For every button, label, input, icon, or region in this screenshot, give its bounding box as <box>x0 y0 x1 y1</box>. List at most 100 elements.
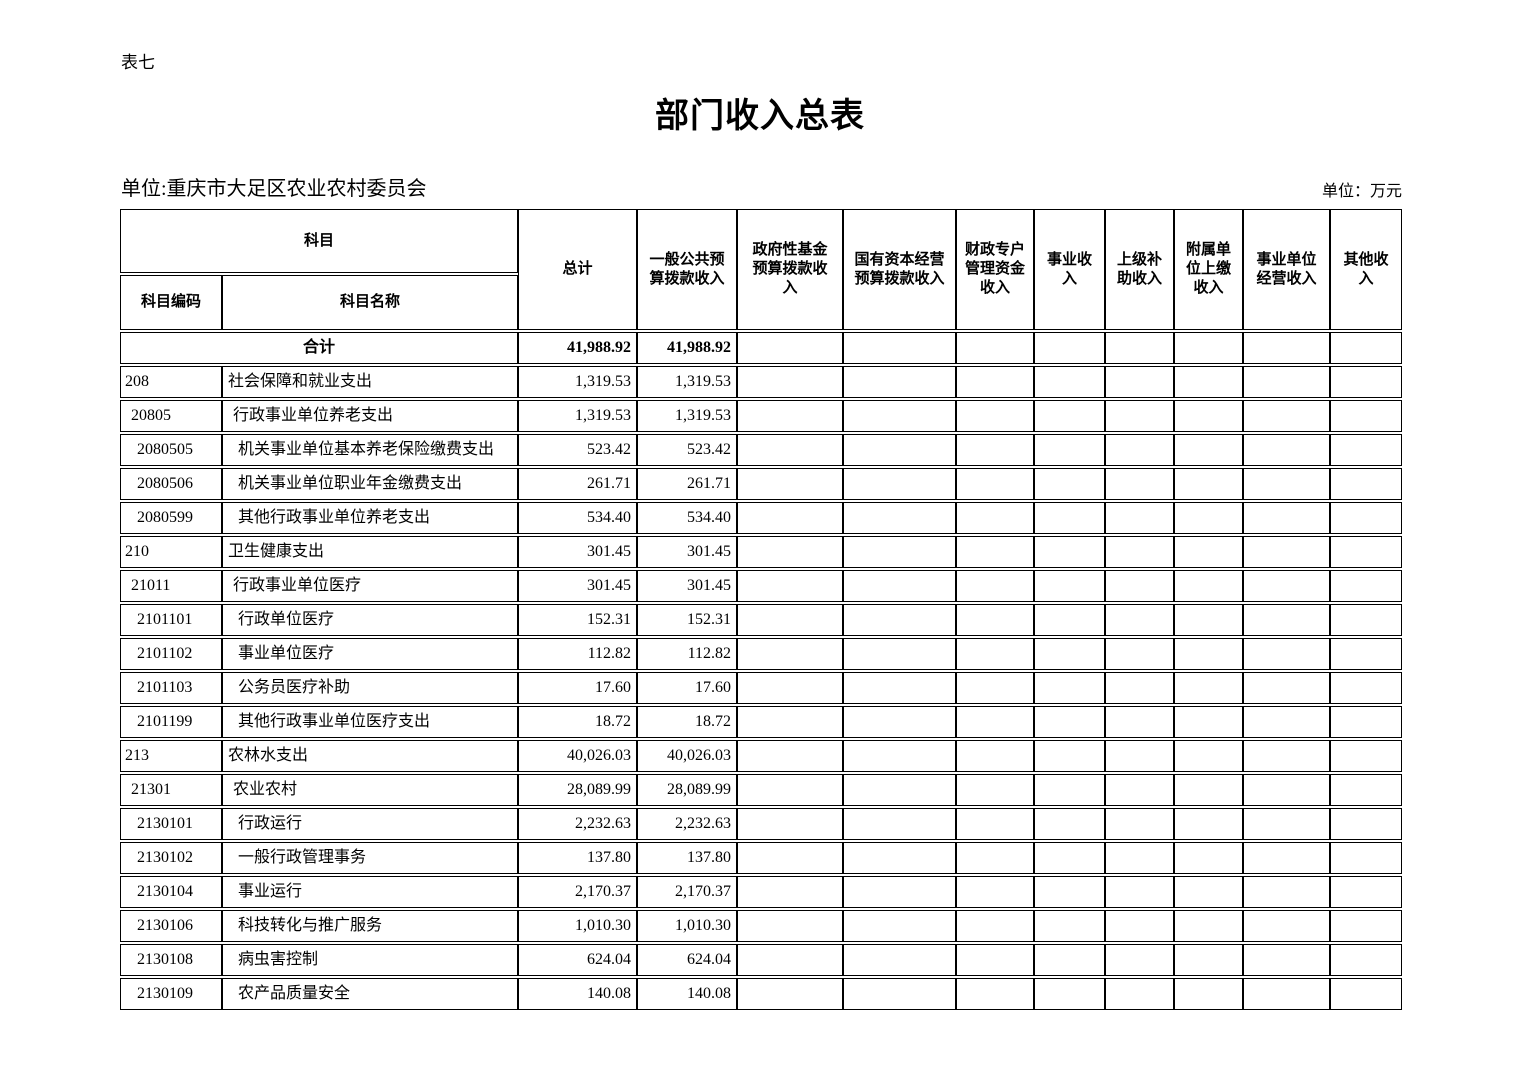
cell-empty <box>843 910 957 942</box>
cell-subject-name: 事业单位医疗 <box>222 638 519 670</box>
cell-empty <box>1330 332 1403 364</box>
cell-empty <box>1174 434 1244 466</box>
cell-empty <box>1174 842 1244 874</box>
cell-empty <box>843 570 957 602</box>
cell-empty <box>956 366 1035 398</box>
cell-empty <box>1034 570 1106 602</box>
cell-empty <box>1174 876 1244 908</box>
cell-subject-name: 其他行政事业单位医疗支出 <box>222 706 519 738</box>
cell-empty <box>843 944 957 976</box>
cell-general-budget-value: 112.82 <box>637 638 738 670</box>
cell-empty <box>1034 808 1106 840</box>
cell-total-value: 40,026.03 <box>518 740 638 772</box>
cell-empty <box>737 876 844 908</box>
cell-subject-name: 行政运行 <box>222 808 519 840</box>
page-title: 部门收入总表 <box>655 98 865 135</box>
cell-empty <box>843 638 957 670</box>
cell-empty <box>1174 468 1244 500</box>
cell-subject-name: 农业农村 <box>222 774 519 806</box>
cell-subject-code: 2130104 <box>120 876 222 908</box>
cell-total-value: 523.42 <box>518 434 638 466</box>
cell-empty <box>737 808 844 840</box>
cell-empty <box>843 400 957 432</box>
cell-empty <box>1243 536 1331 568</box>
cell-empty <box>737 332 844 364</box>
cell-empty <box>1105 604 1175 636</box>
cell-empty <box>1034 740 1106 772</box>
cell-empty <box>1330 944 1403 976</box>
table-row: 2101103 公务员医疗补助 17.60 17.60 <box>120 672 1403 704</box>
cell-subject-name: 病虫害控制 <box>222 944 519 976</box>
cell-total-value: 1,319.53 <box>518 366 638 398</box>
cell-empty <box>1330 638 1403 670</box>
cell-empty <box>1105 740 1175 772</box>
cell-empty <box>1330 774 1403 806</box>
cell-empty <box>737 536 844 568</box>
table-row: 210 卫生健康支出 301.45 301.45 <box>120 536 1403 568</box>
cell-empty <box>956 638 1035 670</box>
cell-subject-name: 行政单位医疗 <box>222 604 519 636</box>
table-row: 2130106 科技转化与推广服务 1,010.30 1,010.30 <box>120 910 1403 942</box>
cell-empty <box>1174 604 1244 636</box>
cell-empty <box>737 706 844 738</box>
cell-empty <box>1105 468 1175 500</box>
cell-empty <box>1105 808 1175 840</box>
cell-empty <box>1174 570 1244 602</box>
table-row: 208 社会保障和就业支出 1,319.53 1,319.53 <box>120 366 1403 398</box>
cell-subject-name: 农产品质量安全 <box>222 978 519 1010</box>
cell-total-value: 140.08 <box>518 978 638 1010</box>
cell-total-value: 2,170.37 <box>518 876 638 908</box>
cell-empty <box>1034 842 1106 874</box>
cell-subject-name: 机关事业单位基本养老保险缴费支出 <box>222 434 519 466</box>
header-subject-code: 科目编码 <box>120 275 222 330</box>
cell-empty <box>1330 400 1403 432</box>
cell-empty <box>1105 366 1175 398</box>
cell-empty <box>843 876 957 908</box>
cell-subject-code: 20805 <box>120 400 222 432</box>
cell-empty <box>1105 570 1175 602</box>
cell-total-value: 17.60 <box>518 672 638 704</box>
cell-empty <box>1105 536 1175 568</box>
cell-empty <box>1243 706 1331 738</box>
cell-empty <box>956 434 1035 466</box>
cell-empty <box>843 604 957 636</box>
cell-empty <box>1034 910 1106 942</box>
cell-empty <box>843 740 957 772</box>
cell-empty <box>1174 740 1244 772</box>
cell-empty <box>1330 876 1403 908</box>
cell-empty <box>1034 332 1106 364</box>
cell-empty <box>843 842 957 874</box>
cell-empty <box>956 774 1035 806</box>
cell-empty <box>1330 434 1403 466</box>
cell-empty <box>1330 502 1403 534</box>
table-row: 21301 农业农村 28,089.99 28,089.99 <box>120 774 1403 806</box>
cell-empty <box>1034 536 1106 568</box>
cell-general-budget-value: 137.80 <box>637 842 738 874</box>
table-row: 2101199 其他行政事业单位医疗支出 18.72 18.72 <box>120 706 1403 738</box>
currency-unit-label: 单位：万元 <box>1321 183 1402 200</box>
cell-empty <box>956 808 1035 840</box>
cell-empty <box>737 774 844 806</box>
header-affiliated-units: 附属单位上缴收入 <box>1174 209 1244 330</box>
cell-empty <box>843 808 957 840</box>
cell-general-budget-value: 261.71 <box>637 468 738 500</box>
cell-empty <box>1034 774 1106 806</box>
cell-empty <box>843 434 957 466</box>
cell-empty <box>1174 910 1244 942</box>
cell-empty <box>1243 570 1331 602</box>
cell-empty <box>1330 910 1403 942</box>
cell-empty <box>1330 978 1403 1010</box>
table-row: 2130109 农产品质量安全 140.08 140.08 <box>120 978 1403 1010</box>
cell-empty <box>1034 468 1106 500</box>
cell-total-value: 534.40 <box>518 502 638 534</box>
cell-subject-name: 其他行政事业单位养老支出 <box>222 502 519 534</box>
header-gov-fund: 政府性基金预算拨款收入 <box>737 209 844 330</box>
table-row: 2101102 事业单位医疗 112.82 112.82 <box>120 638 1403 670</box>
cell-grand-total-label: 合计 <box>120 332 519 364</box>
cell-empty <box>956 876 1035 908</box>
header-superior-subsidy: 上级补助收入 <box>1105 209 1175 330</box>
cell-empty <box>737 570 844 602</box>
cell-empty <box>956 944 1035 976</box>
header-row-1: 科目 总计 一般公共预算拨款收入 政府性基金预算拨款收入 国有资本经营预算拨款收… <box>120 209 1403 330</box>
cell-empty <box>1034 706 1106 738</box>
